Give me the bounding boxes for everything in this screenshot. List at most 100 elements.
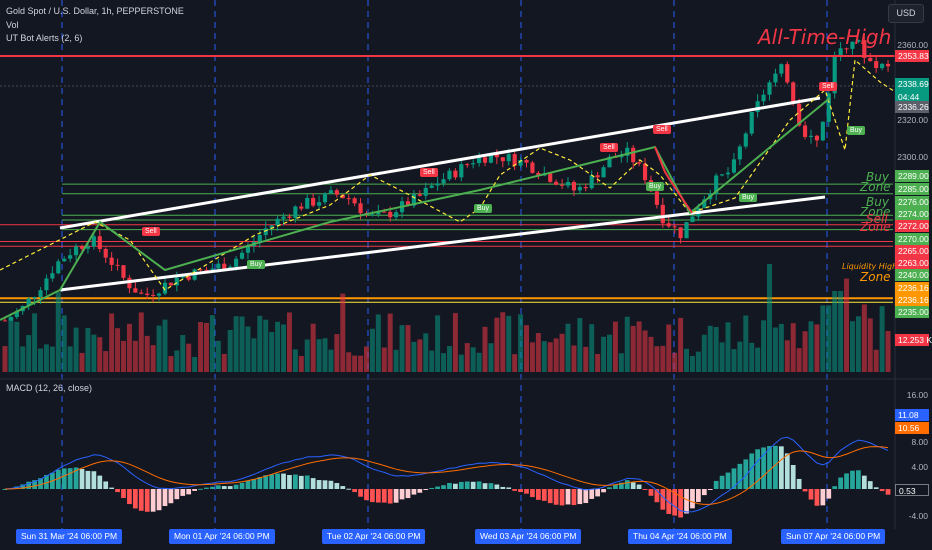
macd-hist-bar bbox=[512, 489, 518, 491]
ath-price-tag: 2353.83 bbox=[895, 50, 929, 62]
macd-hist-bar bbox=[856, 470, 861, 489]
time-axis-label: Tue 02 Apr '24 06:00 PM bbox=[322, 529, 426, 544]
hist-value-tag: 0.53 bbox=[895, 484, 929, 496]
macd-hist-bar bbox=[725, 472, 731, 489]
volume-bar bbox=[126, 323, 132, 372]
symbol-title[interactable]: Gold Spot / U.S. Dollar, 1h, PEPPERSTONE bbox=[6, 6, 184, 16]
volume-bar bbox=[737, 341, 743, 372]
volume-bar bbox=[606, 334, 612, 372]
macd-hist-bar bbox=[518, 489, 523, 493]
volume-bar bbox=[340, 293, 346, 372]
price-tag: 2272.00 bbox=[895, 220, 929, 232]
macd-hist-bar bbox=[168, 489, 174, 504]
macd-hist-bar bbox=[737, 463, 743, 489]
macd-hist-bar bbox=[109, 487, 115, 489]
macd-legend[interactable]: MACD (12, 26, close) bbox=[6, 383, 93, 393]
macd-hist-bar bbox=[97, 475, 103, 489]
macd-hist-bar bbox=[132, 489, 138, 509]
macd-hist-bar bbox=[642, 489, 648, 490]
price-tag: 2236.16 bbox=[895, 282, 929, 294]
macd-hist-bar bbox=[530, 489, 535, 498]
macd-hist-bar bbox=[79, 469, 85, 489]
macd-hist-bar bbox=[453, 483, 458, 489]
volume-bar bbox=[844, 278, 850, 372]
candle-body bbox=[868, 57, 873, 62]
price-tag: 2263.00 bbox=[895, 257, 929, 269]
volume-bar bbox=[263, 319, 269, 372]
macd-hist-bar bbox=[127, 489, 132, 505]
volume-bar bbox=[405, 325, 411, 372]
candle-body bbox=[62, 258, 67, 262]
volume-bar bbox=[275, 321, 281, 372]
currency-button[interactable]: USD bbox=[888, 4, 924, 23]
volume-bar bbox=[494, 317, 500, 372]
candle-body bbox=[133, 288, 138, 293]
macd-hist-bar bbox=[749, 453, 755, 489]
candle-body bbox=[465, 164, 470, 166]
volume-bar bbox=[97, 337, 103, 372]
volume-bar bbox=[784, 340, 790, 372]
volume-bar bbox=[411, 341, 417, 372]
volume-bar bbox=[423, 333, 429, 372]
macd-hist-bar bbox=[263, 475, 269, 489]
volume-bar bbox=[755, 347, 761, 372]
candle-body bbox=[814, 135, 819, 141]
volume-bar bbox=[198, 322, 204, 372]
candle-body bbox=[607, 156, 612, 168]
volume-bar bbox=[624, 316, 630, 372]
time-axis-label: Thu 04 Apr '24 06:00 PM bbox=[628, 529, 732, 544]
macd-hist-bar bbox=[713, 480, 719, 489]
candle-body bbox=[346, 198, 351, 200]
candle-body bbox=[328, 190, 334, 194]
macd-hist-bar bbox=[618, 482, 624, 489]
price-tag: 2240.00 bbox=[895, 269, 929, 281]
volume-bar bbox=[867, 318, 873, 372]
macd-hist-bar bbox=[761, 447, 766, 489]
candle-body bbox=[767, 82, 772, 95]
volume-bar bbox=[364, 346, 369, 372]
macd-hist-bar bbox=[210, 486, 215, 489]
candle-body bbox=[145, 293, 150, 295]
macd-hist-bar bbox=[773, 445, 778, 489]
volume-bar bbox=[399, 325, 405, 372]
volume-bar bbox=[286, 312, 292, 372]
macd-hist-bar bbox=[583, 489, 589, 504]
candle-body bbox=[435, 183, 440, 186]
macd-hist-bar bbox=[91, 471, 97, 489]
macd-hist-bar bbox=[607, 487, 612, 489]
sell-zone-label: Zone bbox=[860, 220, 891, 234]
macd-hist-bar bbox=[340, 486, 346, 489]
macd-hist-bar bbox=[61, 468, 67, 489]
volume-bar bbox=[672, 352, 678, 372]
volume-bar bbox=[162, 319, 168, 372]
candle-body bbox=[666, 223, 671, 227]
volume-bar bbox=[446, 346, 452, 372]
candle-body bbox=[589, 175, 594, 189]
candle-body bbox=[358, 203, 363, 214]
candle-countdown: 04:44 bbox=[898, 92, 920, 102]
candle-body bbox=[571, 182, 576, 191]
candle-body bbox=[856, 40, 861, 42]
volume-bar bbox=[79, 352, 85, 372]
volume-bar bbox=[375, 314, 381, 372]
buy-signal: Buy bbox=[646, 182, 665, 191]
candle-body bbox=[293, 206, 298, 218]
macd-hist-bar bbox=[405, 489, 411, 499]
volume-bar bbox=[174, 350, 180, 372]
volume-bar bbox=[2, 346, 8, 372]
volume-bar bbox=[749, 342, 755, 372]
candle-body bbox=[38, 290, 43, 298]
candle-body bbox=[447, 170, 452, 180]
candle-body bbox=[56, 261, 61, 274]
volume-bar bbox=[808, 321, 814, 372]
candle-body bbox=[216, 263, 221, 269]
volume-bar bbox=[879, 306, 885, 372]
macd-hist-bar bbox=[358, 489, 363, 497]
macd-hist-bar bbox=[719, 475, 725, 489]
macd-hist-bar bbox=[67, 468, 73, 489]
volume-legend[interactable]: Vol bbox=[6, 20, 19, 30]
candle-body bbox=[352, 198, 357, 204]
indicator-legend[interactable]: UT Bot Alerts (2, 6) bbox=[6, 33, 83, 43]
